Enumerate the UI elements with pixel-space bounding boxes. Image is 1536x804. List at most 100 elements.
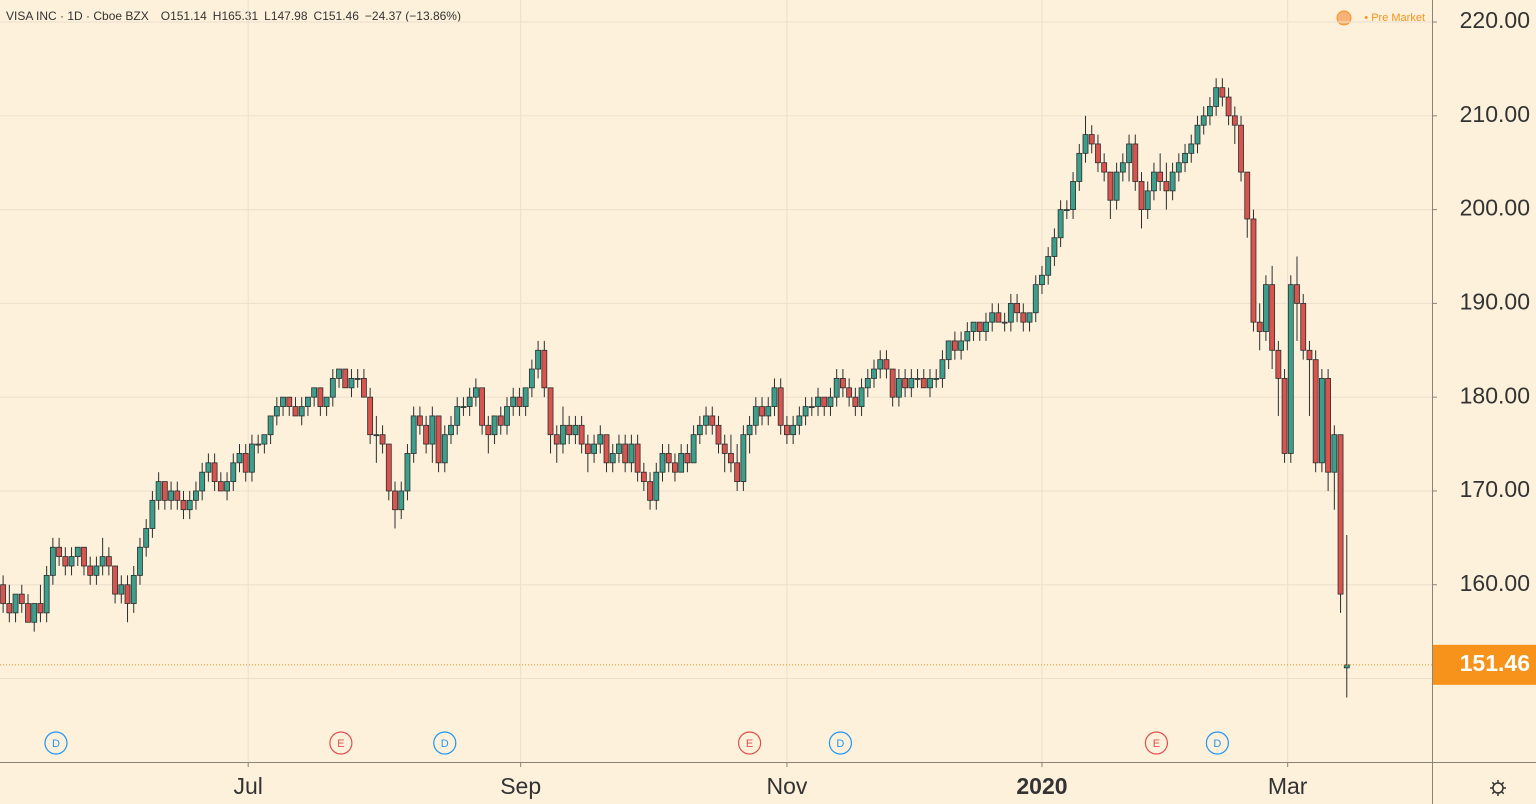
candle-body [1275, 349, 1282, 379]
candle-body [1269, 284, 1276, 351]
event-marker [329, 731, 353, 755]
candle-body [1082, 134, 1089, 154]
candle-body [211, 462, 218, 482]
candle-body [647, 481, 653, 501]
candle-body [777, 387, 784, 426]
candle-body [1107, 171, 1114, 201]
x-tick-label: Mar [1268, 773, 1308, 799]
candle-body [1200, 115, 1207, 126]
candle-body [510, 396, 517, 407]
candle-body [1095, 143, 1101, 164]
event-label: E [746, 738, 753, 750]
candle-body [242, 453, 249, 473]
candle-body [1287, 284, 1294, 454]
candle-body [945, 340, 952, 361]
candle-body [522, 387, 529, 407]
candle-body [759, 406, 765, 417]
event-label: D [836, 738, 844, 750]
candle-body [1325, 378, 1332, 473]
candle-body [734, 462, 741, 482]
candle-body [1300, 302, 1307, 351]
candle-body [249, 443, 255, 473]
candle-body [466, 396, 473, 407]
candle-body [311, 387, 318, 398]
candle-body [1231, 115, 1238, 126]
event-label: D [1213, 738, 1221, 750]
settings-icon[interactable] [1490, 780, 1506, 796]
candle-body [193, 490, 199, 501]
candle-body [1306, 349, 1313, 361]
y-tick-label: 160.00 [1460, 570, 1530, 596]
candle-body [584, 443, 591, 454]
y-tick-label: 180.00 [1460, 382, 1530, 408]
candle-body [1225, 96, 1232, 117]
event-marker [44, 731, 68, 755]
candle-body [367, 396, 374, 436]
candle-body [12, 593, 19, 614]
candle-body [541, 349, 548, 389]
candle-body [715, 424, 722, 445]
candle-body [49, 546, 56, 576]
candle-body [137, 546, 143, 576]
candle-body [1144, 190, 1151, 211]
ohlc-key: O [161, 9, 170, 23]
candle-body [603, 434, 610, 464]
event-marker [828, 731, 853, 755]
candle-body [852, 396, 859, 407]
candle-body [472, 387, 479, 398]
y-tick-label: 220.00 [1460, 7, 1530, 33]
candle-body [1281, 378, 1288, 454]
candle-body [81, 546, 87, 567]
candle-body [479, 387, 486, 426]
candle-body [230, 462, 237, 482]
candle-body [591, 443, 597, 454]
candle-body [93, 565, 100, 576]
change-label: −24.37 (−13.86%) [365, 9, 461, 23]
candle-body [628, 443, 635, 464]
candle-body [858, 387, 865, 407]
candle-body [964, 331, 971, 342]
candle-body [877, 359, 884, 370]
candle-body [99, 556, 106, 567]
candle-body [43, 574, 50, 614]
candle-body [1088, 134, 1095, 145]
candle-body [1045, 256, 1052, 276]
ohlc-key: C [314, 9, 323, 23]
candle-body [286, 396, 293, 407]
x-tick-label: Sep [500, 773, 541, 799]
candle-body [995, 312, 1002, 323]
candle-body [379, 434, 386, 445]
candle-body [174, 490, 181, 501]
event-marker [737, 731, 762, 755]
candle-body [1007, 302, 1014, 323]
chart-title: VISA INC · 1D · Cboe BZX [6, 9, 149, 23]
status-label: • Pre Market [1364, 12, 1425, 24]
candle-body [678, 453, 685, 473]
candle-body [1318, 378, 1325, 464]
candle-body [31, 603, 38, 623]
candle-body [217, 481, 224, 492]
grid [0, 0, 1432, 762]
event-label: E [337, 738, 344, 750]
candle-body [348, 378, 355, 389]
candle-body [796, 415, 803, 426]
candle-body [68, 556, 75, 567]
candle-body [298, 406, 305, 417]
candle-body [361, 378, 367, 398]
candle-body [553, 434, 560, 445]
candle-body [560, 424, 566, 445]
candle-body [933, 378, 940, 380]
candle-body [690, 434, 697, 464]
candle-body [616, 443, 622, 454]
candle-body [317, 387, 324, 407]
candle-body [392, 490, 398, 511]
candle-body [1238, 124, 1244, 173]
candle-body [441, 434, 448, 464]
event-label: E [1153, 738, 1160, 750]
candle-body [261, 434, 268, 445]
candle-body [1039, 274, 1045, 286]
candle-body [516, 396, 523, 407]
candle-body [927, 378, 933, 389]
candle-body [653, 471, 660, 501]
candle-body [1219, 87, 1226, 98]
